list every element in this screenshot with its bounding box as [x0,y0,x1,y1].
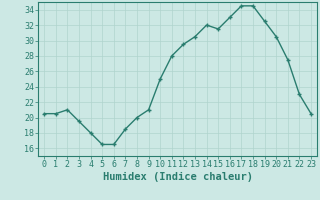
X-axis label: Humidex (Indice chaleur): Humidex (Indice chaleur) [103,172,252,182]
